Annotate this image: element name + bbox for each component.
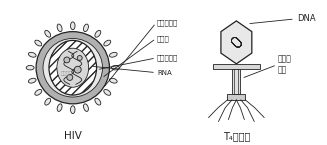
Text: T₄噬菌体: T₄噬菌体: [223, 131, 250, 141]
Ellipse shape: [71, 106, 75, 114]
Bar: [213, 64, 260, 69]
Ellipse shape: [49, 40, 96, 95]
Ellipse shape: [71, 22, 75, 30]
Ellipse shape: [110, 52, 117, 57]
Circle shape: [74, 66, 81, 73]
Circle shape: [77, 56, 82, 60]
Ellipse shape: [104, 40, 111, 46]
Polygon shape: [221, 21, 252, 64]
Text: 回正确云: 回正确云: [61, 71, 73, 76]
Text: 脂膜蛋白质: 脂膜蛋白质: [157, 20, 178, 26]
Bar: [228, 94, 245, 100]
Circle shape: [64, 57, 70, 63]
Circle shape: [67, 75, 73, 80]
Text: 脂质膜: 脂质膜: [157, 35, 170, 42]
Ellipse shape: [95, 30, 101, 37]
Ellipse shape: [110, 78, 117, 83]
Ellipse shape: [83, 104, 88, 111]
Circle shape: [43, 38, 103, 97]
Ellipse shape: [28, 78, 36, 83]
Ellipse shape: [26, 66, 34, 70]
Text: 蛋白质外壳: 蛋白质外壳: [157, 55, 178, 61]
Ellipse shape: [35, 89, 42, 95]
Ellipse shape: [28, 52, 36, 57]
Ellipse shape: [57, 48, 89, 87]
Ellipse shape: [45, 98, 51, 105]
Text: RNA: RNA: [157, 70, 172, 76]
Ellipse shape: [45, 30, 51, 37]
Ellipse shape: [35, 40, 42, 46]
Text: DNA: DNA: [297, 14, 316, 23]
Ellipse shape: [104, 89, 111, 95]
Ellipse shape: [57, 104, 62, 111]
Text: 蛋白质
外壳: 蛋白质 外壳: [278, 55, 292, 75]
Bar: [232, 69, 240, 94]
Ellipse shape: [112, 66, 119, 70]
Ellipse shape: [83, 24, 88, 32]
Ellipse shape: [57, 24, 62, 32]
Ellipse shape: [95, 98, 101, 105]
Text: HIV: HIV: [64, 131, 82, 141]
Circle shape: [36, 32, 110, 104]
